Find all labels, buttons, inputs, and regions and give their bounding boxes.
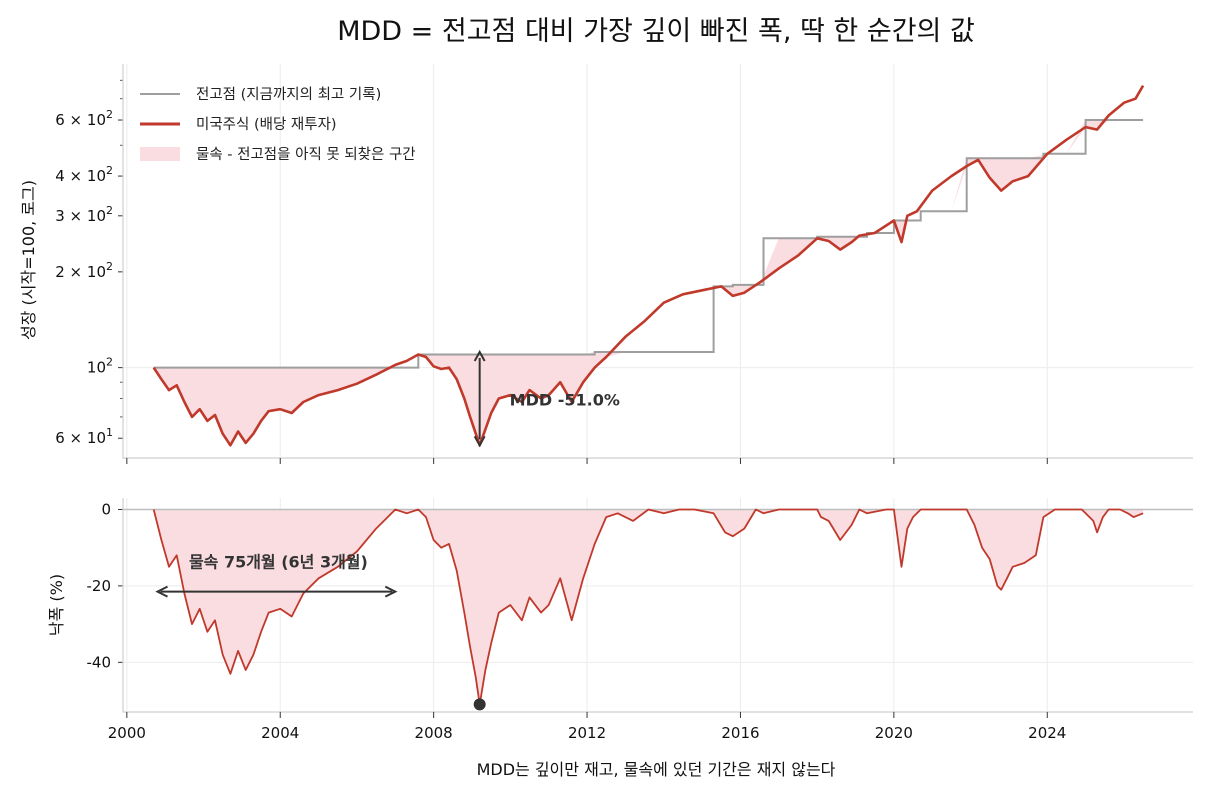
y-tick-label-100: 102 bbox=[87, 356, 113, 377]
growth-panel: 6 × 101 102 2 × 102 3 × 102 4 × 102 6 × 102 M… bbox=[19, 64, 1193, 459]
mdd-min-point bbox=[473, 698, 486, 711]
duration-arrow-head-left bbox=[155, 585, 168, 598]
x-axis-ticks: 2000 2004 2008 2012 2016 2020 2024 bbox=[108, 458, 1066, 742]
dd-y-tick-label--20: -20 bbox=[87, 577, 112, 595]
drawdown-axis-spine bbox=[122, 498, 1193, 713]
duration-annotation: 물속 75개월 (6년 3개월) bbox=[155, 553, 398, 598]
dd-y-tick-label--40: -40 bbox=[87, 653, 112, 671]
underwater-fill-growth bbox=[153, 120, 1144, 446]
growth-y-label: 성장 (시작=100, 로그) bbox=[19, 180, 38, 340]
drawdown-y-label: 낙폭 (%) bbox=[47, 574, 66, 636]
x-tick-label-2000: 2000 bbox=[108, 724, 146, 742]
underwater-area-growth bbox=[153, 120, 1144, 446]
x-axis-label: MDD는 깊이만 재고, 물속에 있던 기간은 재지 않는다 bbox=[477, 760, 836, 779]
growth-series-line bbox=[152, 84, 1145, 447]
peak-line bbox=[153, 119, 1144, 369]
underwater-area-drawdown bbox=[153, 509, 1144, 705]
y-tick-label-60: 6 × 101 bbox=[55, 426, 113, 447]
x-tick-label-2024: 2024 bbox=[1028, 724, 1066, 742]
legend-swatch-2 bbox=[140, 147, 180, 161]
drawdown-series-line bbox=[152, 508, 1144, 706]
growth-y-ticks: 6 × 101 102 2 × 102 3 × 102 4 × 102 6 × 102 bbox=[55, 79, 123, 447]
underwater-fill-drawdown bbox=[153, 509, 1144, 705]
growth-lines bbox=[152, 84, 1145, 447]
mdd-annotation-label: MDD -51.0% bbox=[510, 391, 620, 410]
drawdown-panel: 0 -20 -40 물속 75개월 (6년 3개월) 낙폭 (%) bbox=[47, 498, 1193, 713]
y-tick-label-200: 2 × 102 bbox=[55, 260, 113, 281]
x-tick-label-2012: 2012 bbox=[568, 724, 606, 742]
x-tick-label-2008: 2008 bbox=[415, 724, 453, 742]
dd-y-tick-label-0: 0 bbox=[101, 500, 111, 518]
mdd-arrow-head-top bbox=[473, 349, 486, 362]
growth-grid bbox=[123, 64, 1193, 458]
drawdown-lines bbox=[123, 508, 1193, 711]
y-tick-label-600: 6 × 102 bbox=[55, 108, 113, 129]
legend-label-1: 미국주식 (배당 재투자) bbox=[196, 116, 337, 133]
mdd-annotation: MDD -51.0% bbox=[473, 349, 620, 448]
drawdown-y-ticks: 0 -20 -40 bbox=[87, 500, 123, 671]
x-tick-label-2020: 2020 bbox=[875, 724, 913, 742]
chart-title: MDD = 전고점 대비 가장 깊이 빠진 폭, 딱 한 순간의 값 bbox=[337, 16, 975, 47]
legend-label-0: 전고점 (지금까지의 최고 기록) bbox=[196, 86, 381, 103]
growth-axis-spine bbox=[122, 64, 1193, 459]
duration-annotation-label: 물속 75개월 (6년 3개월) bbox=[189, 553, 368, 572]
mdd-arrow-head-bottom bbox=[473, 435, 486, 448]
x-tick-label-2016: 2016 bbox=[721, 724, 759, 742]
legend: 전고점 (지금까지의 최고 기록) 미국주식 (배당 재투자) 물속 - 전고점을 … bbox=[140, 86, 416, 163]
y-tick-label-300: 3 × 102 bbox=[55, 204, 113, 225]
duration-arrow-head-right bbox=[384, 585, 398, 598]
x-tick-label-2004: 2004 bbox=[261, 724, 299, 742]
y-tick-label-400: 4 × 102 bbox=[55, 164, 113, 185]
legend-label-2: 물속 - 전고점을 아직 못 되찾은 구간 bbox=[196, 146, 416, 163]
